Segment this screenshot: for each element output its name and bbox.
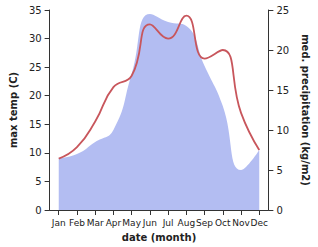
svg-text:20: 20 (276, 45, 289, 56)
svg-text:5: 5 (276, 165, 282, 176)
svg-text:10: 10 (276, 125, 289, 136)
svg-text:25: 25 (276, 5, 289, 16)
svg-text:Jul: Jul (162, 218, 174, 228)
svg-text:Aug: Aug (178, 218, 196, 228)
svg-text:10: 10 (29, 147, 42, 158)
svg-text:Sep: Sep (196, 218, 213, 228)
svg-text:5: 5 (35, 176, 41, 187)
svg-text:date (month): date (month) (122, 232, 196, 243)
svg-text:Jan: Jan (51, 218, 66, 228)
svg-text:med. precipitation (kg/m2): med. precipitation (kg/m2) (300, 34, 311, 186)
svg-text:Dec: Dec (251, 218, 268, 228)
svg-text:25: 25 (29, 62, 42, 73)
svg-text:Apr: Apr (106, 218, 122, 228)
svg-text:30: 30 (29, 33, 42, 44)
svg-text:Nov: Nov (232, 218, 250, 228)
svg-text:15: 15 (29, 119, 42, 130)
svg-text:max temp (C): max temp (C) (8, 72, 19, 148)
svg-text:Oct: Oct (215, 218, 231, 228)
svg-text:Feb: Feb (69, 218, 85, 228)
svg-text:20: 20 (29, 90, 42, 101)
svg-text:Jun: Jun (142, 218, 157, 228)
svg-text:0: 0 (35, 205, 41, 216)
svg-text:0: 0 (276, 205, 282, 216)
svg-text:35: 35 (29, 5, 42, 16)
svg-text:15: 15 (276, 85, 289, 96)
svg-text:May: May (122, 218, 141, 228)
svg-text:Mar: Mar (87, 218, 104, 228)
